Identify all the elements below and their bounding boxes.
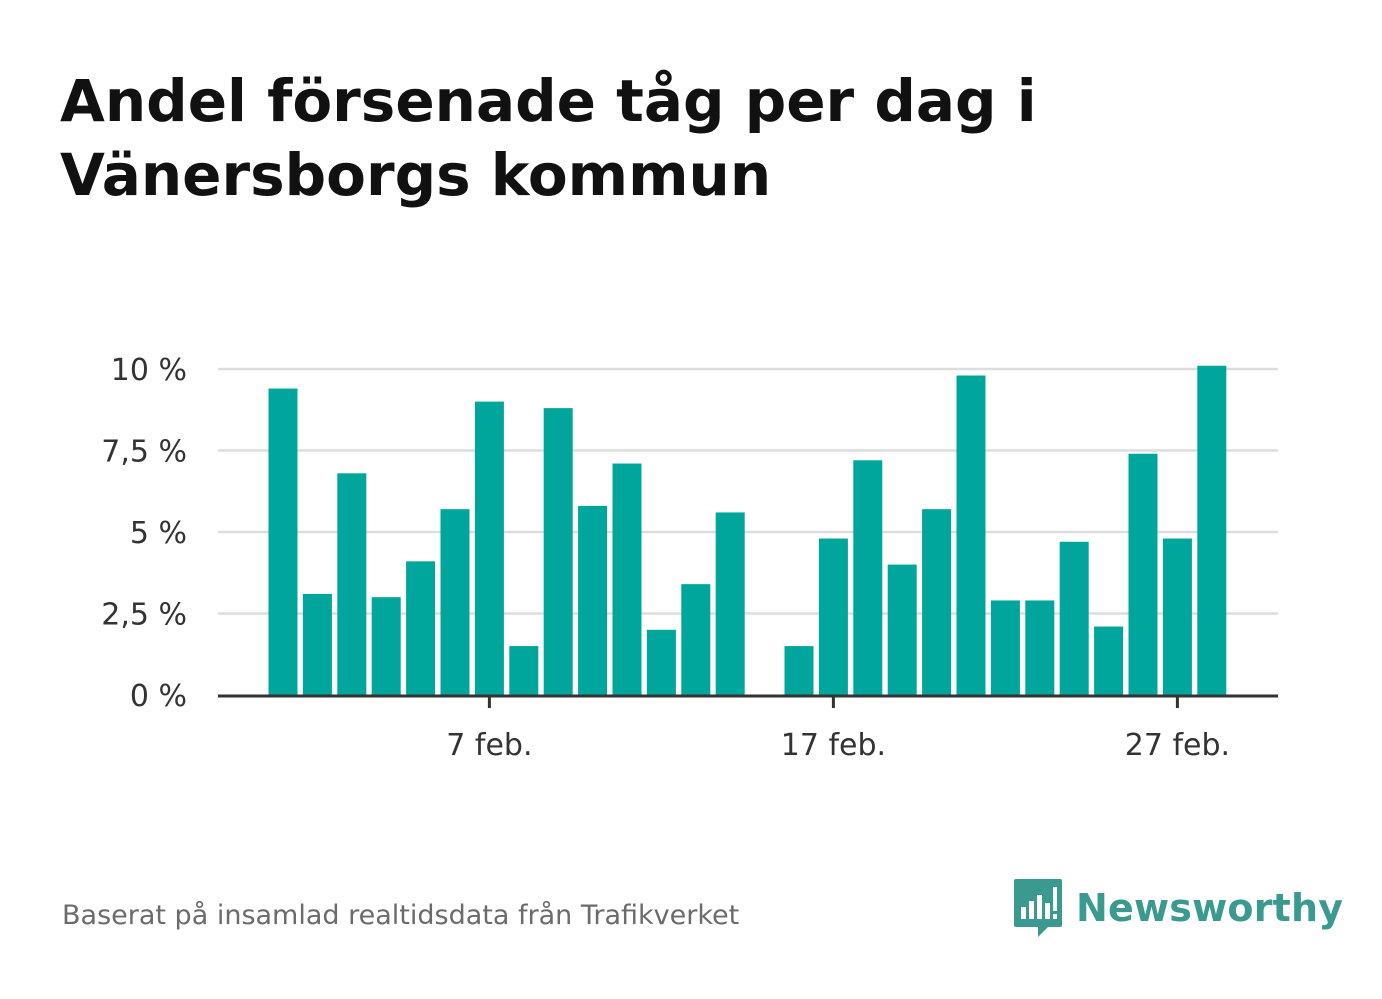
bar [715, 512, 745, 695]
brand-name: Newsworthy [1076, 886, 1344, 930]
grid-lines [218, 367, 1278, 615]
bar [956, 375, 986, 695]
chart-title: Andel försenade tåg per dag i Vänersborg… [60, 64, 1260, 212]
bar [990, 600, 1020, 695]
source-note: Baserat på insamlad realtidsdata från Tr… [62, 900, 740, 931]
y-tick-label: 5 % [130, 516, 187, 551]
bar [1094, 626, 1124, 695]
x-tick-label: 27 feb. [1125, 728, 1230, 763]
bar [1059, 541, 1089, 695]
bar [406, 561, 436, 695]
y-tick-label: 2,5 % [101, 598, 187, 633]
bar [1197, 365, 1227, 695]
bar [1128, 453, 1158, 695]
newsworthy-bars-icon [1014, 879, 1062, 937]
bar [612, 463, 642, 695]
bar [818, 538, 848, 695]
bar [784, 646, 814, 695]
bar [681, 584, 711, 695]
y-tick-label: 0 % [130, 679, 187, 714]
title-line-2: Vänersborgs kommun [60, 141, 772, 209]
y-tick-label: 7,5 % [101, 435, 187, 470]
bar [509, 646, 539, 695]
bar [887, 564, 917, 695]
bar [1025, 600, 1055, 695]
title-line-1: Andel försenade tåg per dag i [60, 67, 1037, 135]
bar [474, 401, 504, 695]
y-tick-label: 10 % [111, 353, 187, 388]
bar [646, 629, 676, 695]
bar [1162, 538, 1192, 695]
bar [440, 509, 470, 695]
bar [853, 460, 883, 695]
bar [268, 388, 298, 695]
bar [543, 408, 573, 695]
bar [922, 509, 952, 695]
bar [578, 505, 608, 695]
newsworthy-logo[interactable]: Newsworthy [1012, 876, 1343, 940]
bar [302, 593, 332, 695]
axes [218, 694, 1278, 708]
x-tick-label: 17 feb. [781, 728, 886, 763]
tick-labels: 0 % 2,5 % 5 % 7,5 % 10 % 7 feb. 17 feb. 27 feb. [101, 353, 1230, 763]
bar [337, 473, 367, 695]
bars [268, 365, 1227, 695]
bar [371, 597, 401, 695]
x-tick-label: 7 feb. [446, 728, 532, 763]
